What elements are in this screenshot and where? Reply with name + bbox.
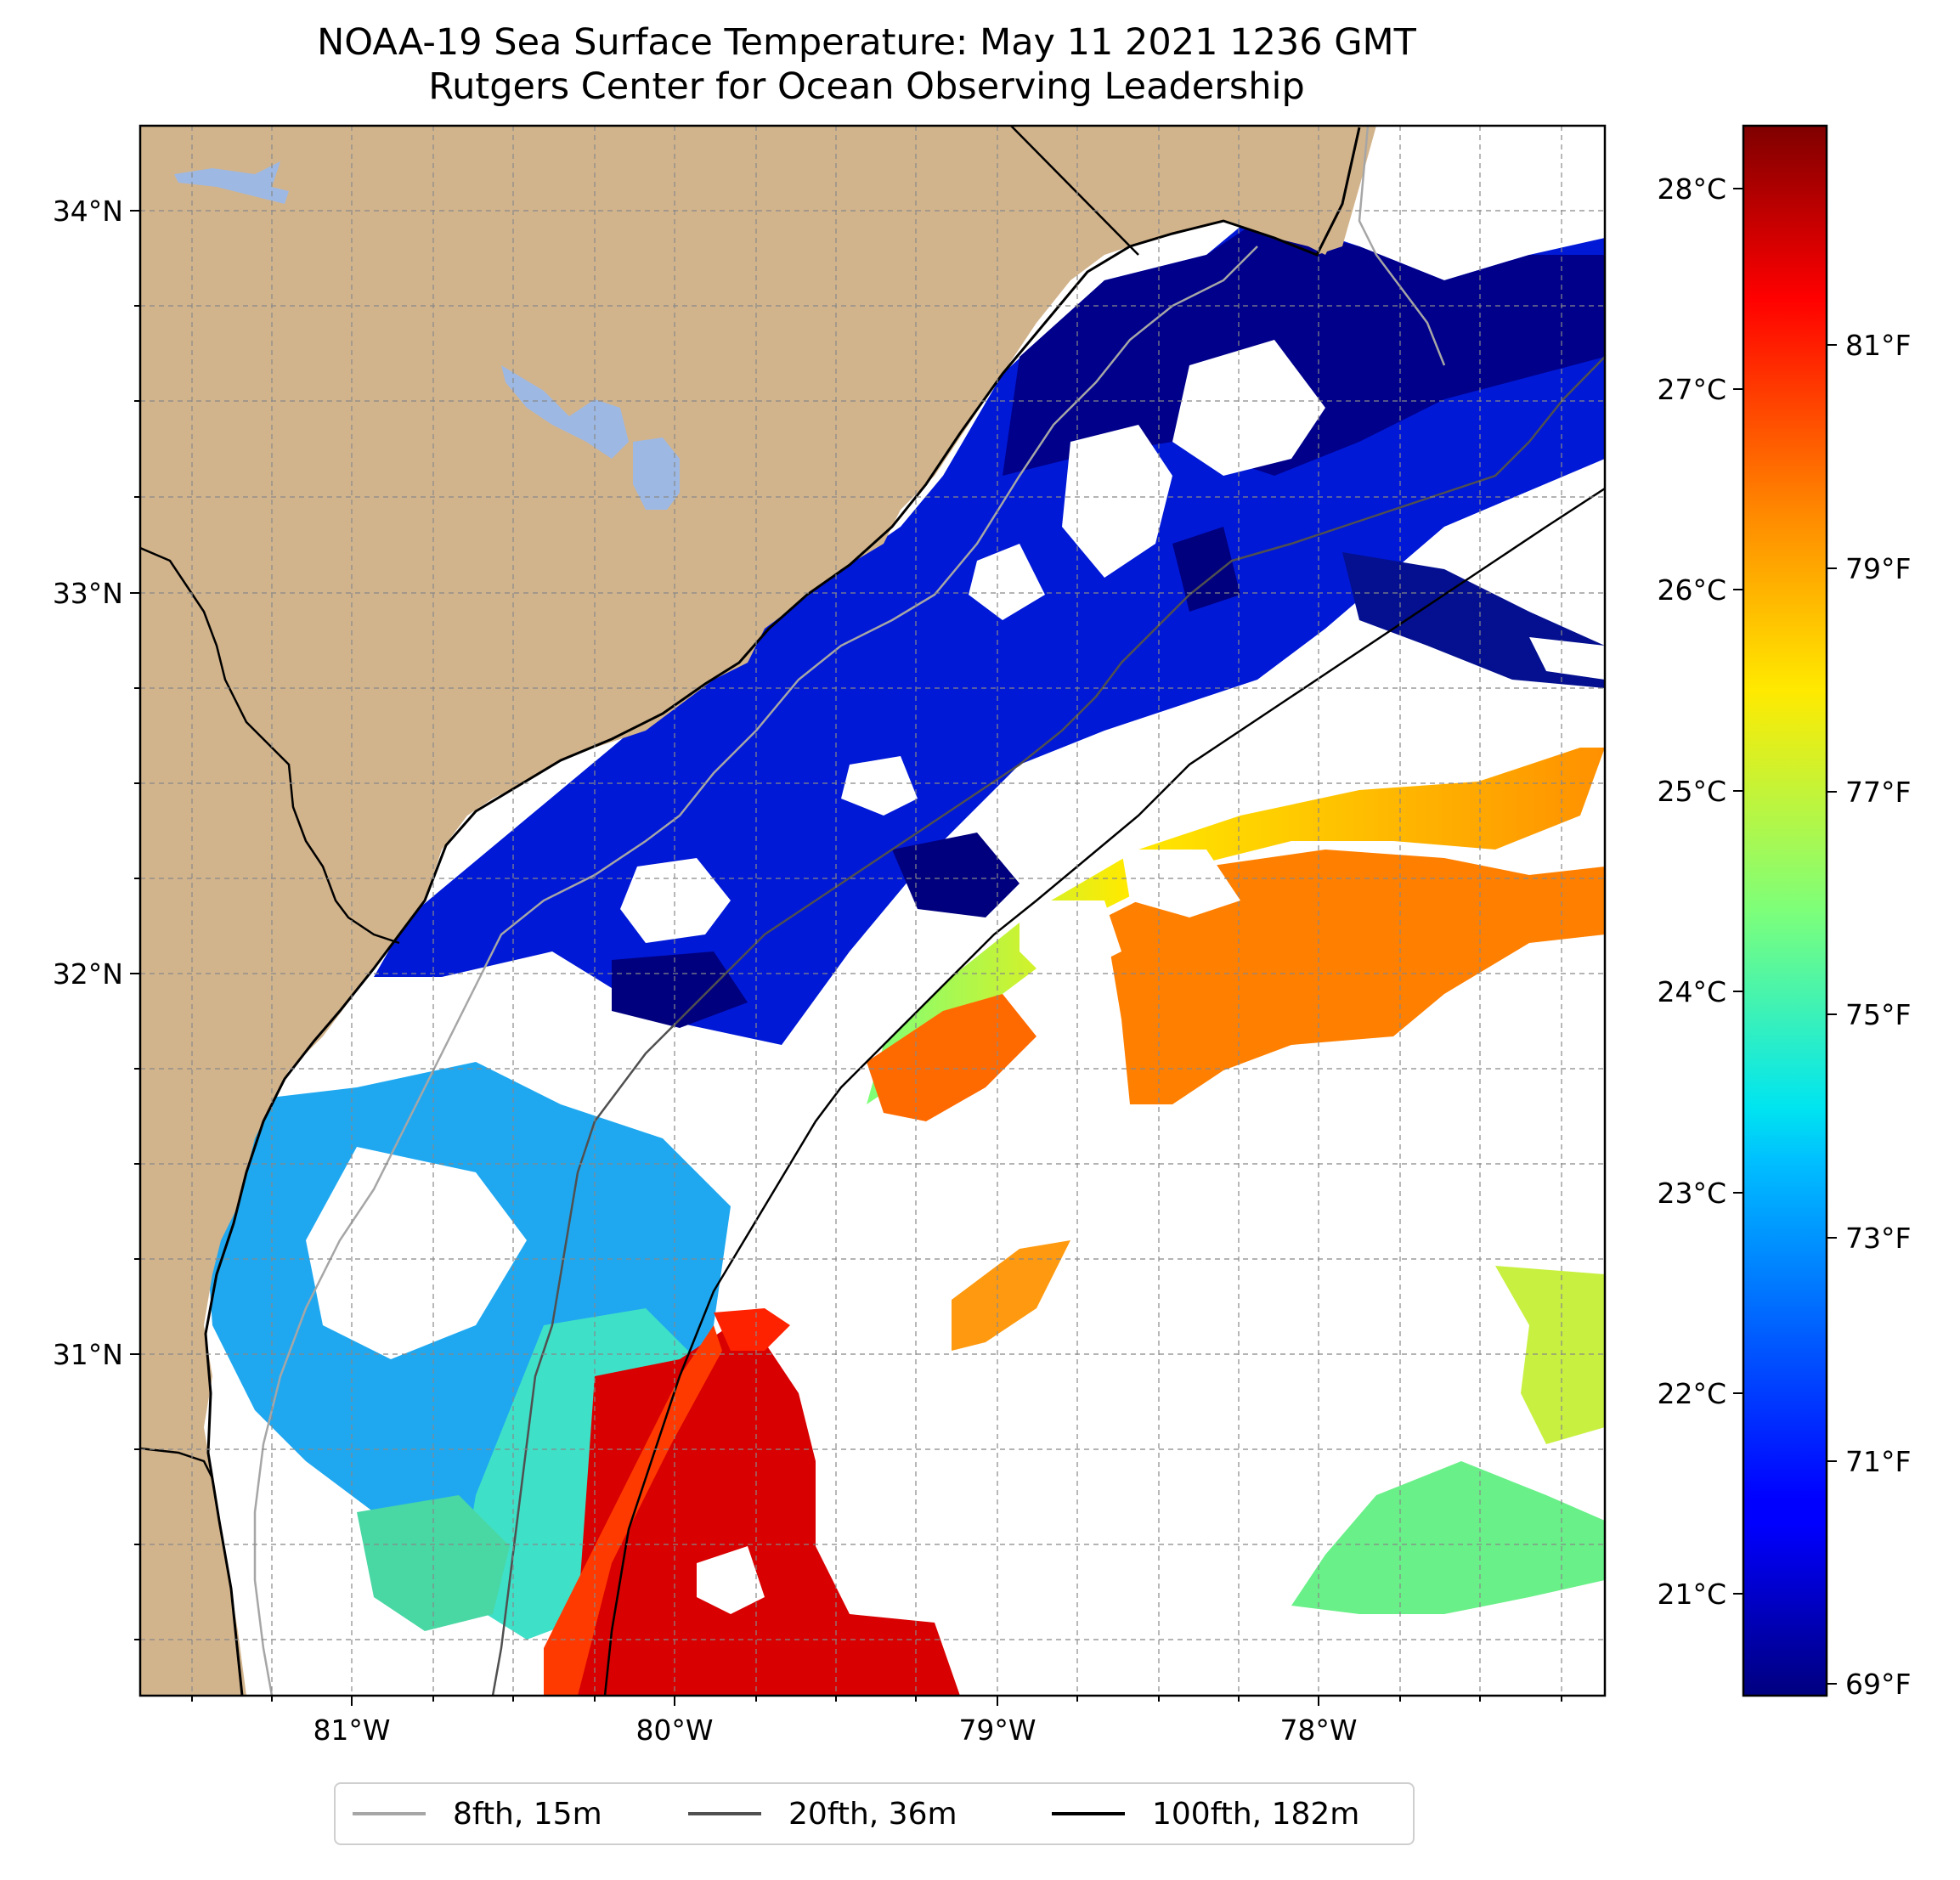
celsius-label-23: 23°C	[1657, 1177, 1726, 1210]
fahrenheit-label-75: 75°F	[1845, 998, 1911, 1031]
title-line-1: NOAA-19 Sea Surface Temperature: May 11 …	[317, 21, 1416, 64]
lat-label-33n: 33°N	[53, 577, 123, 610]
lon-label-79w: 79°W	[958, 1713, 1036, 1747]
sst-red-grad-edge	[544, 1325, 722, 1696]
legend-item-100fth: 100fth, 182m	[1052, 1784, 1359, 1843]
chart-title: NOAA-19 Sea Surface Temperature: May 11 …	[0, 20, 1733, 109]
isobath-legend: 8fth, 15m 20fth, 36m 100fth, 182m	[334, 1782, 1415, 1845]
celsius-label-27: 27°C	[1657, 373, 1726, 406]
isobath-20fth	[491, 356, 1605, 1696]
lat-label-31n: 31°N	[53, 1338, 123, 1371]
sst-yellowgreen-east	[1495, 1266, 1605, 1444]
celsius-label-26: 26°C	[1657, 573, 1726, 607]
lat-label-34n: 34°N	[53, 195, 123, 228]
fahrenheit-label-77: 77°F	[1845, 776, 1911, 809]
lon-label-81w: 81°W	[313, 1713, 390, 1747]
legend-line-8fth	[353, 1812, 426, 1815]
sst-gulf-stream	[867, 748, 1605, 1104]
sst-map	[140, 126, 1605, 1696]
fahrenheit-ticks	[1827, 344, 1837, 1685]
celsius-ticks	[1733, 188, 1743, 1595]
legend-line-100fth	[1052, 1812, 1125, 1815]
fahrenheit-label-81: 81°F	[1845, 329, 1911, 362]
fahrenheit-label-79: 79°F	[1845, 552, 1911, 585]
fahrenheit-label-69: 69°F	[1845, 1668, 1911, 1701]
lon-label-80w: 80°W	[635, 1713, 713, 1747]
cloud-mask	[306, 340, 1605, 1614]
isobath-8fth	[253, 126, 1446, 1696]
gridlines	[140, 126, 1605, 1696]
colorbar-frame	[1742, 124, 1828, 1697]
sst-green-east	[1291, 1461, 1605, 1614]
title-line-2: Rutgers Center for Ocean Observing Leade…	[428, 65, 1305, 108]
fahrenheit-label-71: 71°F	[1845, 1445, 1911, 1478]
sst-dark-blue-north	[1003, 221, 1605, 476]
land	[140, 126, 1376, 1696]
lon-ticks	[191, 1696, 1562, 1706]
legend-item-20fth: 20fth, 36m	[688, 1784, 957, 1843]
celsius-label-25: 25°C	[1657, 775, 1726, 808]
state-boundary	[140, 546, 400, 945]
celsius-label-24: 24°C	[1657, 975, 1726, 1008]
map-frame	[138, 124, 1607, 1697]
legend-label-100fth: 100fth, 182m	[1152, 1796, 1360, 1832]
sst-green-south	[357, 1495, 510, 1631]
coastline	[204, 127, 1361, 1696]
lakes	[174, 161, 680, 510]
colorbar	[1743, 126, 1827, 1696]
legend-line-20fth	[688, 1812, 761, 1815]
sst-red-top	[714, 1308, 790, 1351]
legend-label-8fth: 8fth, 15m	[453, 1796, 602, 1832]
legend-label-20fth: 20fth, 36m	[788, 1796, 957, 1832]
sst-orange-patch	[867, 994, 1036, 1121]
celsius-label-21: 21°C	[1657, 1578, 1726, 1611]
lat-label-32n: 32°N	[53, 957, 123, 991]
sst-orange-south	[952, 1240, 1070, 1351]
state-boundary-ga-fl	[140, 1447, 214, 1479]
isobath-100fth	[603, 487, 1605, 1696]
celsius-label-28: 28°C	[1657, 172, 1726, 206]
state-boundary-nc-sc	[1010, 126, 1139, 256]
lat-ticks	[130, 210, 140, 1640]
lon-label-78w: 78°W	[1279, 1713, 1357, 1747]
legend-item-8fth: 8fth, 15m	[353, 1784, 602, 1843]
fahrenheit-label-73: 73°F	[1845, 1222, 1911, 1255]
celsius-label-22: 22°C	[1657, 1377, 1726, 1410]
